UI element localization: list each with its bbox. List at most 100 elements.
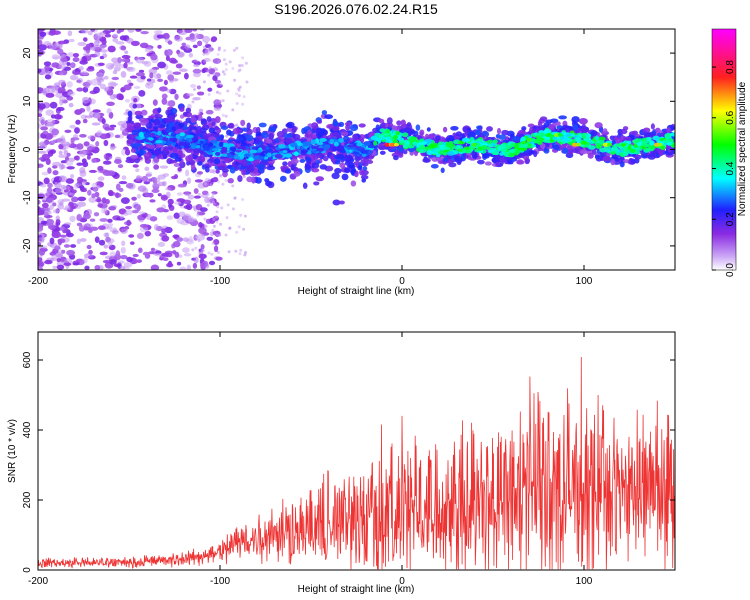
heatmap-cell: [183, 72, 189, 80]
heatmap-cell: [133, 85, 141, 89]
heatmap-cell: [202, 161, 210, 165]
heatmap-cell: [326, 124, 334, 129]
heatmap-cell: [76, 213, 83, 220]
heatmap-cell: [445, 142, 453, 148]
heatmap-cell: [228, 60, 232, 64]
heatmap-cell: [311, 168, 320, 173]
heatmap-cell: [207, 93, 211, 96]
heatmap-cell: [208, 260, 216, 266]
heatmap-cell: [647, 153, 656, 160]
heatmap-cell: [81, 29, 89, 34]
heatmap-cell: [171, 125, 176, 132]
heatmap-cell: [486, 126, 493, 132]
heatmap-cell: [58, 71, 64, 76]
heatmap-cell: [201, 233, 205, 237]
heatmap-cell: [244, 61, 248, 65]
heatmap-cell: [38, 209, 44, 216]
heatmap-cell: [157, 242, 166, 247]
spectrogram-y-ticks: -20 -10 0 10 20: [22, 47, 675, 253]
heatmap-cell: [360, 149, 368, 154]
heatmap-cell: [126, 219, 131, 227]
heatmap-cell: [395, 131, 401, 136]
heatmap-cell: [345, 124, 351, 131]
heatmap-cell: [67, 30, 73, 37]
heatmap-cell: [219, 173, 222, 177]
heatmap-cell: [193, 88, 196, 91]
heatmap-cell: [415, 124, 421, 131]
heatmap-cell: [216, 205, 220, 209]
heatmap-cell: [38, 199, 41, 205]
heatmap-cell: [80, 188, 88, 193]
colorbar-tick-label: 0.0: [725, 263, 736, 277]
heatmap-cell: [40, 220, 48, 225]
heatmap-cell: [91, 193, 96, 199]
heatmap-cell: [192, 68, 202, 74]
heatmap-cell: [361, 153, 367, 157]
heatmap-cell: [542, 139, 551, 143]
heatmap-cell: [131, 196, 137, 201]
heatmap-cell: [241, 102, 245, 106]
heatmap-cell: [385, 128, 391, 134]
heatmap-cell: [38, 237, 45, 244]
heatmap-cell: [422, 157, 431, 163]
colorbar-gradient: [711, 28, 737, 271]
heatmap-cell: [630, 159, 637, 164]
heatmap-cell: [126, 79, 132, 84]
heatmap-cell: [332, 199, 341, 206]
heatmap-cell: [389, 142, 396, 147]
heatmap-cell: [630, 148, 636, 154]
heatmap-cell: [196, 85, 202, 90]
heatmap-cell: [284, 168, 292, 174]
heatmap-cell: [552, 144, 560, 151]
heatmap-cell: [149, 216, 158, 222]
heatmap-cell: [157, 193, 162, 197]
heatmap-cell: [58, 150, 63, 155]
heatmap-cell: [232, 48, 236, 52]
heatmap-cell: [45, 92, 55, 98]
heatmap-cell: [136, 193, 141, 199]
heatmap-cell: [112, 33, 118, 38]
heatmap-cell: [177, 51, 185, 58]
heatmap-cell: [167, 40, 173, 45]
heatmap-cell: [212, 224, 216, 228]
heatmap-cell: [129, 75, 138, 79]
heatmap-cell: [226, 89, 230, 93]
heatmap-cell: [197, 40, 203, 47]
heatmap-cell: [173, 212, 180, 219]
heatmap-cell: [143, 132, 150, 139]
heatmap-cell: [203, 147, 211, 152]
heatmap-cell: [240, 64, 244, 67]
heatmap-cell: [43, 177, 50, 185]
heatmap-cell: [667, 146, 672, 153]
heatmap-cell: [199, 207, 208, 212]
heatmap-cell: [299, 158, 306, 163]
heatmap-cell: [203, 60, 207, 64]
heatmap-cell: [412, 141, 418, 146]
heatmap-cell: [41, 202, 49, 209]
chart-title: S196.2026.076.02.24.R15: [274, 1, 438, 17]
heatmap-cell: [311, 162, 320, 169]
heatmap-cell: [360, 175, 369, 180]
heatmap-cell: [237, 94, 241, 98]
heatmap-cell: [56, 137, 66, 144]
heatmap-cell: [653, 142, 660, 147]
heatmap-cell: [46, 187, 53, 194]
heatmap-cell: [300, 147, 305, 151]
heatmap-cell: [175, 134, 181, 139]
heatmap-cell: [356, 142, 363, 147]
heatmap-cell: [316, 119, 323, 124]
heatmap-cell: [100, 49, 108, 53]
heatmap-cell: [57, 40, 67, 45]
heatmap-cell: [558, 115, 568, 120]
heatmap-cell: [82, 53, 91, 57]
heatmap-cell: [613, 146, 619, 152]
heatmap-cell: [79, 150, 87, 158]
heatmap-cell: [529, 126, 534, 134]
heatmap-cell: [302, 182, 308, 189]
heatmap-cell: [192, 59, 196, 63]
heatmap-cell: [406, 122, 412, 127]
heatmap-cell: [112, 61, 121, 67]
heatmap-cell: [553, 133, 560, 137]
heatmap-cell: [238, 252, 242, 256]
heatmap-cell: [549, 118, 559, 123]
